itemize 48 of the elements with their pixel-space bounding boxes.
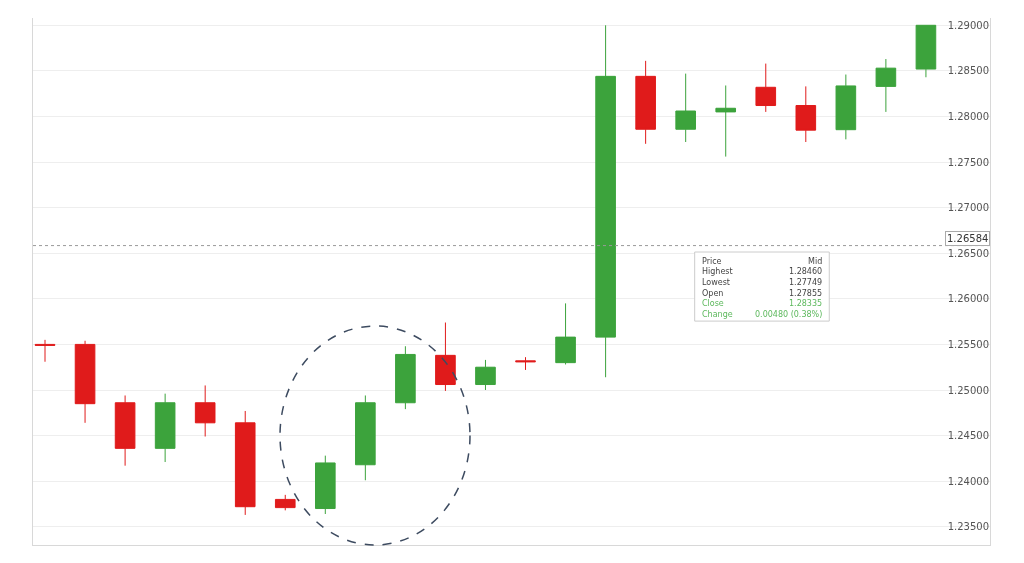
annotation: 1.27749	[789, 278, 823, 287]
candlestick	[595, 24, 616, 378]
candlestick	[395, 345, 416, 410]
annotation: 1.27855	[789, 289, 823, 298]
annotation: 1.28335	[789, 299, 823, 308]
y-tick-label: 1.25000	[947, 384, 989, 396]
candlestick	[274, 494, 296, 511]
candlestick	[315, 455, 336, 515]
y-tick-label: 1.26500	[947, 247, 989, 259]
y-tick-label: 1.27000	[947, 202, 989, 214]
candlestick	[194, 384, 216, 437]
candlestick	[795, 85, 817, 143]
y-tick-label: 1.24500	[947, 430, 989, 442]
candlestick	[74, 340, 96, 424]
candlestick	[835, 74, 857, 140]
candlestick	[34, 339, 56, 363]
y-tick-label: 1.29000	[947, 19, 989, 31]
annotation: Close	[702, 299, 724, 308]
y-tick-label: 1.24000	[947, 475, 989, 487]
candlestick	[515, 356, 536, 371]
candlestick	[635, 60, 656, 145]
annotation: 0.00480 (0.38%)	[755, 310, 823, 319]
candlestick	[435, 322, 456, 392]
candlestick	[114, 394, 136, 467]
y-tick-label: 1.25500	[947, 338, 989, 350]
y-tick-label: 1.28000	[947, 110, 989, 122]
candlestick	[234, 410, 256, 516]
candlestick	[355, 394, 376, 481]
annotation: Open	[702, 289, 724, 298]
candlestick	[555, 302, 576, 365]
y-tick-label: 1.28500	[947, 65, 989, 77]
candlestick	[715, 84, 737, 158]
ref-line-label: 1.26584	[947, 233, 989, 244]
annotation: Change	[702, 310, 733, 319]
candlestick	[154, 393, 176, 463]
candlestick	[675, 73, 696, 143]
candlestick	[915, 24, 937, 78]
annotation: Mid	[808, 257, 823, 266]
y-tick-label: 1.27500	[947, 156, 989, 168]
y-tick-label: 1.23500	[947, 521, 989, 533]
candlestick	[475, 359, 496, 391]
annotation: Lowest	[702, 278, 730, 287]
annotation: Price	[702, 257, 722, 266]
y-tick-label: 1.26000	[947, 293, 989, 305]
annotation: 1.28460	[789, 267, 823, 276]
annotation: Highest	[702, 267, 733, 276]
candlestick	[875, 58, 897, 113]
candlestick	[755, 63, 777, 113]
